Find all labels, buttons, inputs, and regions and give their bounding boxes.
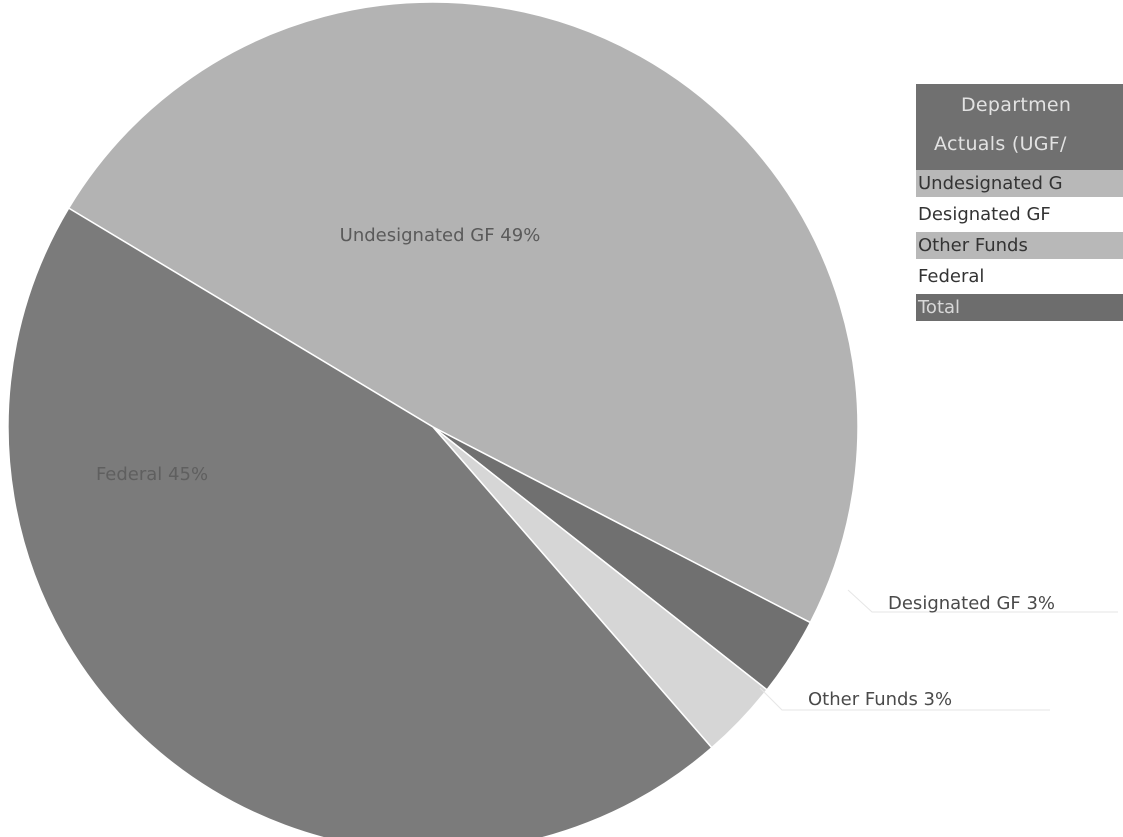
leader-line-designated-gf bbox=[847, 589, 1118, 613]
slice-label-other-funds: Other Funds 3% bbox=[808, 689, 952, 710]
table-row-total: Total bbox=[916, 294, 1123, 321]
table-header-line-2: Actuals (UGF/ bbox=[934, 133, 1067, 155]
table-row-federal: Federal bbox=[918, 266, 985, 287]
table-row-designated-gf: Designated GF bbox=[918, 204, 1051, 225]
slice-label-undesignated-gf: Undesignated GF 49% bbox=[340, 225, 541, 246]
table-row-other-funds: Other Funds bbox=[916, 232, 1123, 259]
table-row-undesignated-gf: Undesignated G bbox=[916, 170, 1123, 197]
pie-slice-federal bbox=[7, 207, 713, 837]
table-header-line-1: Departmen bbox=[961, 94, 1072, 116]
table-header: Departmen Actuals (UGF/ bbox=[916, 84, 1123, 170]
leader-line-other-funds bbox=[759, 687, 1050, 711]
slice-label-designated-gf: Designated GF 3% bbox=[888, 593, 1055, 614]
department-actuals-table: Departmen Actuals (UGF/ Undesignated G D… bbox=[916, 84, 1123, 325]
pie-slice-undesignated-gf bbox=[67, 1, 859, 624]
slice-label-federal: Federal 45% bbox=[96, 464, 208, 485]
